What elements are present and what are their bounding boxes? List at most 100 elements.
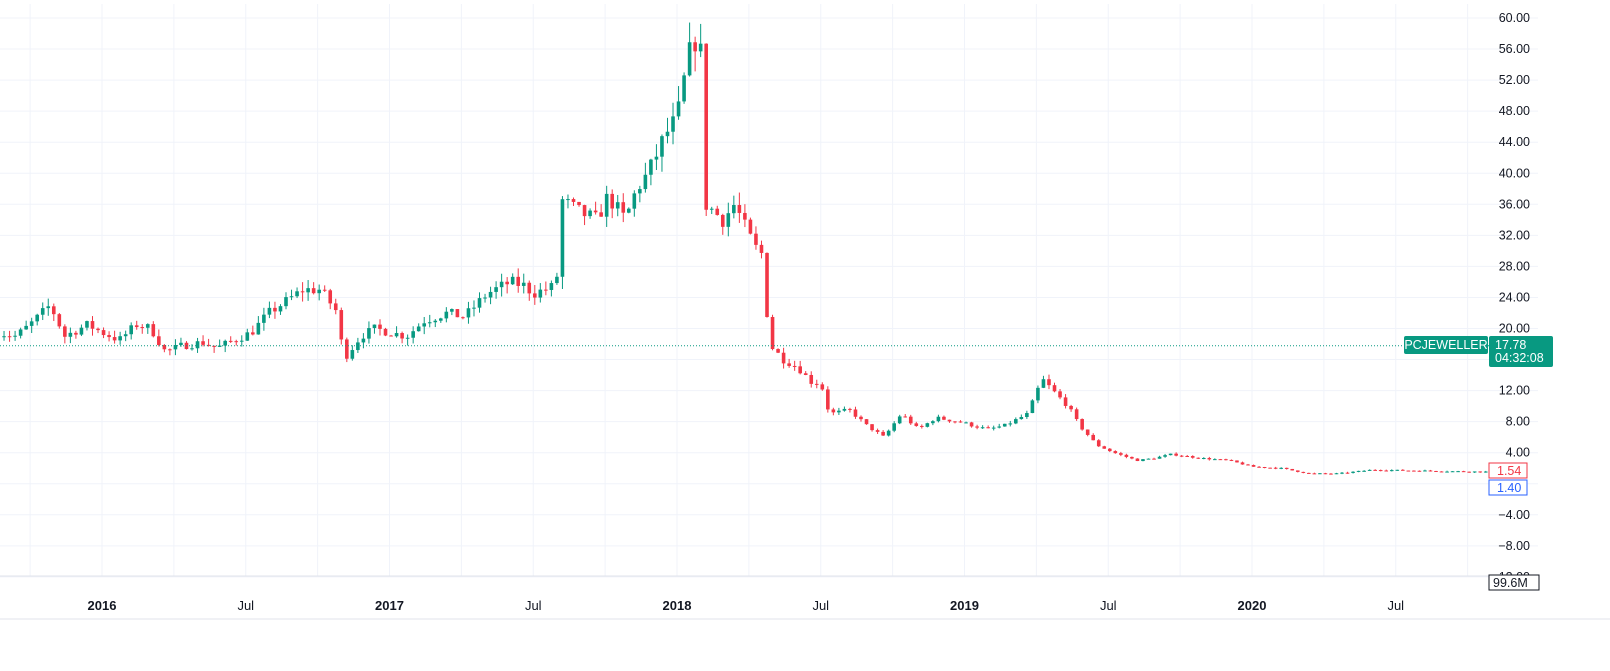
candle-body: [223, 340, 227, 346]
candle-body: [444, 311, 449, 319]
candle-body: [488, 291, 493, 298]
candle-body: [853, 409, 858, 417]
candle-body: [1251, 465, 1256, 467]
candle-body: [1119, 453, 1123, 455]
candle-body: [328, 290, 333, 304]
candle-body: [483, 297, 487, 299]
candle-body: [560, 199, 565, 277]
candle-body: [516, 276, 521, 286]
candle-body: [367, 328, 371, 339]
candle-body: [345, 339, 349, 359]
candle-body: [842, 408, 847, 411]
price-axis[interactable]: 60.00 56.00 52.00 48.00 44.00 40.00 36.00 32.00…: [1491, 11, 1530, 584]
candle-body: [1290, 468, 1295, 471]
candle-body: [29, 321, 34, 326]
candle-body: [422, 323, 427, 327]
candle-body: [1030, 400, 1035, 414]
candle-body: [1262, 467, 1267, 469]
candle-body: [129, 325, 133, 335]
candle-body: [1478, 471, 1483, 473]
candle-body: [1014, 419, 1018, 424]
time-axis[interactable]: 2016 Jul 2017 Jul 2018 Jul 2019 Jul 2020 Jul: [88, 598, 1405, 613]
candle-body: [781, 352, 786, 364]
candle-body: [632, 193, 637, 209]
candle-body: [1102, 446, 1107, 449]
candle-body: [555, 276, 559, 284]
candle-body: [317, 289, 321, 294]
candle-body: [1113, 451, 1118, 454]
candle-body: [217, 345, 222, 347]
candle-body: [477, 298, 482, 308]
candle-body: [1434, 470, 1438, 472]
candle-body: [455, 309, 460, 318]
candle-body: [1207, 458, 1212, 460]
y-tick-label: −4.00: [1498, 508, 1530, 522]
candle-body: [68, 332, 73, 337]
candle-body: [743, 212, 747, 220]
y-tick-label: 40.00: [1499, 166, 1530, 180]
candle-body: [920, 425, 924, 427]
candle-body: [472, 307, 476, 309]
candle-body: [1329, 473, 1333, 475]
candle-body: [1367, 469, 1372, 471]
candle-body: [1185, 456, 1190, 458]
candle-body: [1179, 455, 1184, 457]
candle-body: [914, 423, 919, 426]
candle-body: [1351, 471, 1355, 473]
volume-label: 99.6M: [1493, 576, 1528, 590]
candle-body: [145, 324, 150, 328]
candle-body: [278, 306, 283, 312]
candle-body: [776, 349, 780, 353]
candle-body: [1323, 473, 1328, 475]
candle-body: [378, 324, 382, 329]
price-tag-blue: [1488, 479, 1528, 496]
candle-body: [1301, 471, 1306, 473]
y-tick-label: −8.00: [1498, 539, 1530, 553]
candle-body: [118, 336, 122, 341]
candle-body: [1389, 470, 1394, 472]
candle-body: [991, 427, 996, 429]
candle-body: [212, 345, 216, 347]
candle-body: [112, 337, 117, 341]
candle-body: [466, 308, 471, 318]
candle-body: [1235, 460, 1239, 463]
candle-body: [201, 341, 205, 345]
candle-body: [40, 308, 45, 315]
candle-body: [1246, 464, 1250, 466]
candle-body: [1417, 470, 1422, 472]
x-tick-label: 2016: [88, 598, 117, 613]
candle-body: [251, 332, 255, 335]
candle-body: [759, 244, 764, 253]
candle-body: [958, 421, 963, 423]
candle-body: [1279, 467, 1283, 469]
candle-body: [588, 210, 592, 217]
candle-body: [892, 423, 896, 431]
candle-body: [1074, 409, 1079, 420]
candle-body: [1268, 467, 1272, 469]
candle-body: [903, 416, 908, 418]
y-tick-label: 12.00: [1499, 384, 1530, 398]
x-tick-label: Jul: [1100, 598, 1117, 613]
candle-body: [416, 326, 421, 332]
candle-body: [389, 335, 393, 337]
candle-body: [527, 282, 532, 294]
candle-body: [615, 202, 620, 209]
candle-body: [538, 289, 543, 298]
candle-body: [621, 202, 626, 213]
candle-body: [1412, 470, 1416, 472]
symbol-label: PCJEWELLER: [1404, 338, 1487, 352]
x-tick-label: 2020: [1238, 598, 1267, 613]
candle-body: [394, 333, 399, 337]
candle-body: [1107, 448, 1112, 452]
y-tick-label: 24.00: [1499, 290, 1530, 304]
candle-body: [881, 431, 885, 436]
candle-body: [649, 159, 653, 175]
candle-body: [1472, 471, 1477, 473]
candle-body: [544, 289, 548, 291]
candle-body: [754, 233, 758, 245]
candle-body: [1190, 456, 1195, 458]
candle-body: [494, 287, 498, 292]
candle-body: [1445, 471, 1449, 473]
